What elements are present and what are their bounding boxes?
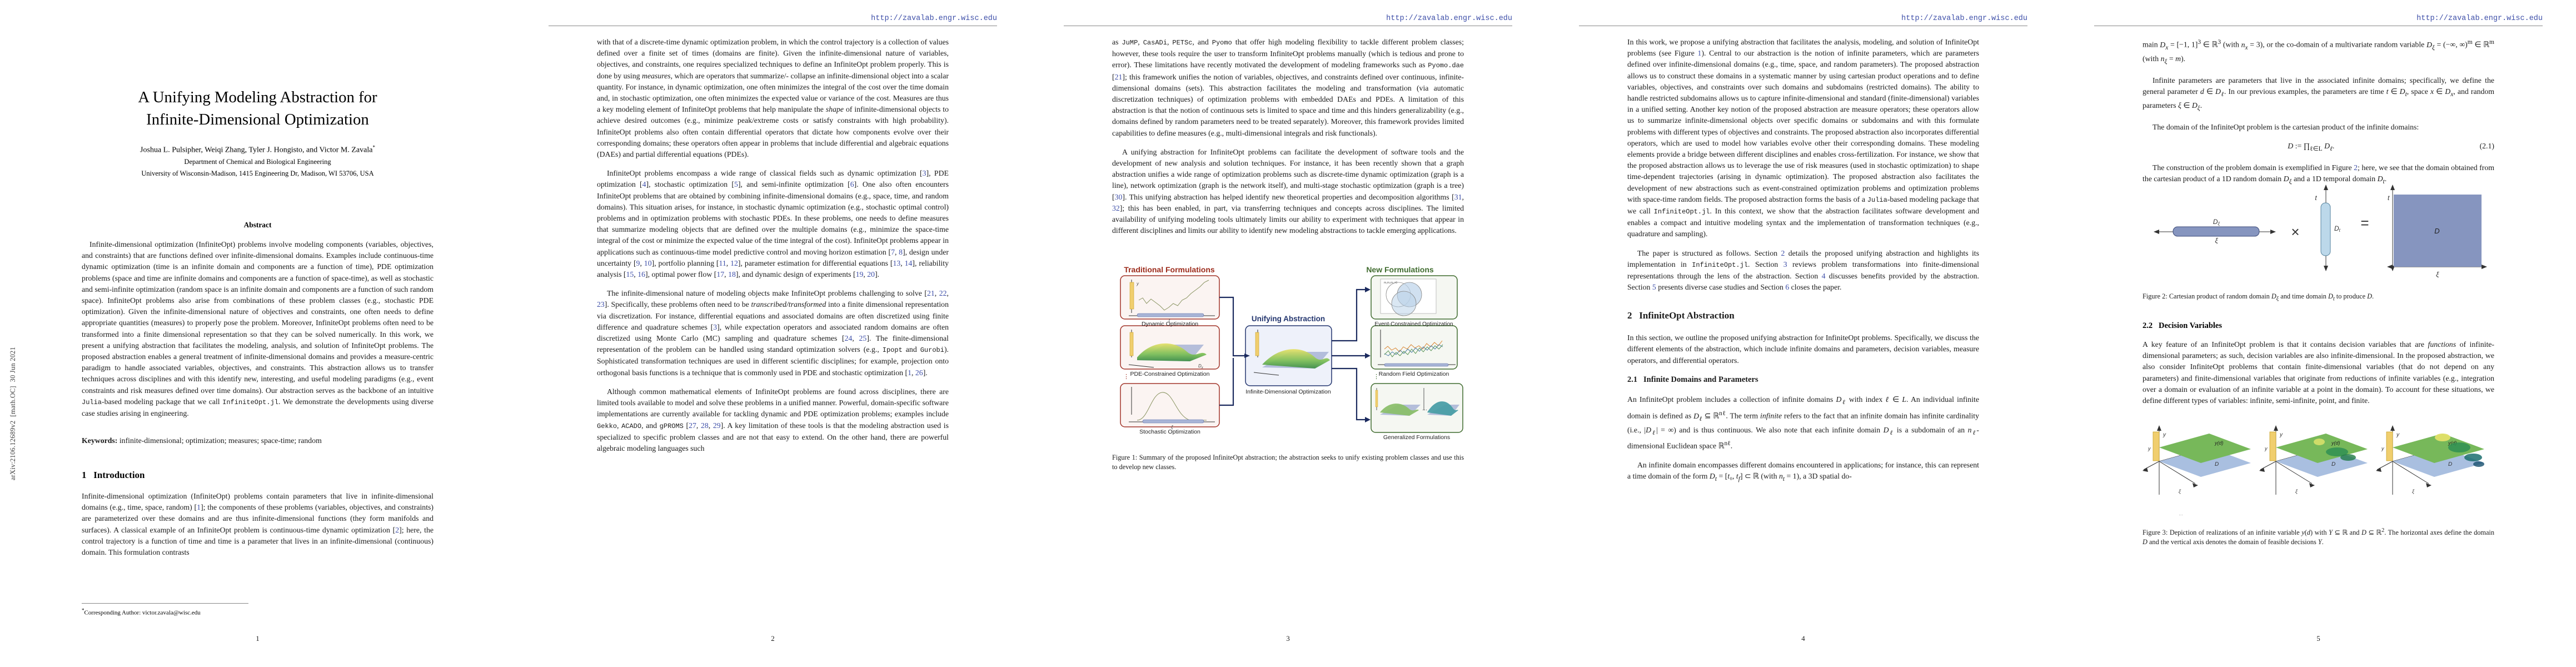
svg-text:Random Field Optimization: Random Field Optimization bbox=[1379, 371, 1449, 377]
svg-text:Dξ: Dξ bbox=[2213, 218, 2220, 226]
svg-text:Traditional Formulations: Traditional Formulations bbox=[1124, 265, 1215, 274]
svg-text:PDE-Constrained Optimization: PDE-Constrained Optimization bbox=[1130, 371, 1210, 377]
svg-text:m₁m₂m₃>0: m₁m₂m₃>0 bbox=[1384, 281, 1397, 285]
svg-text:…: … bbox=[2179, 511, 2183, 516]
svg-text:Unifying Abstraction: Unifying Abstraction bbox=[1252, 315, 1325, 323]
svg-text:Generalized Formulations: Generalized Formulations bbox=[1383, 434, 1450, 441]
svg-text:×: × bbox=[2291, 223, 2299, 240]
svg-text:Infinite-Dimensional Optimizat: Infinite-Dimensional Optimization bbox=[1245, 389, 1331, 395]
svg-text:New Formulations: New Formulations bbox=[1366, 265, 1434, 274]
svg-text:⋮: ⋮ bbox=[1373, 374, 1379, 380]
svg-text:ξ: ξ bbox=[1171, 425, 1173, 430]
svg-text:Event-Constrained Optimization: Event-Constrained Optimization bbox=[1374, 321, 1453, 327]
svg-text:⋯: ⋯ bbox=[1422, 407, 1427, 412]
svg-text:Stochastic Optimization: Stochastic Optimization bbox=[1139, 429, 1200, 435]
svg-text:⋮: ⋮ bbox=[1123, 374, 1129, 380]
svg-text:ξ: ξ bbox=[2436, 271, 2439, 278]
svg-text:Dt: Dt bbox=[2334, 225, 2341, 233]
svg-text:t: t bbox=[2388, 194, 2390, 202]
svg-text:D: D bbox=[2434, 227, 2439, 235]
svg-text:t: t bbox=[2315, 194, 2317, 202]
svg-text:ξ: ξ bbox=[2215, 237, 2218, 245]
svg-text:=: = bbox=[2360, 215, 2369, 231]
